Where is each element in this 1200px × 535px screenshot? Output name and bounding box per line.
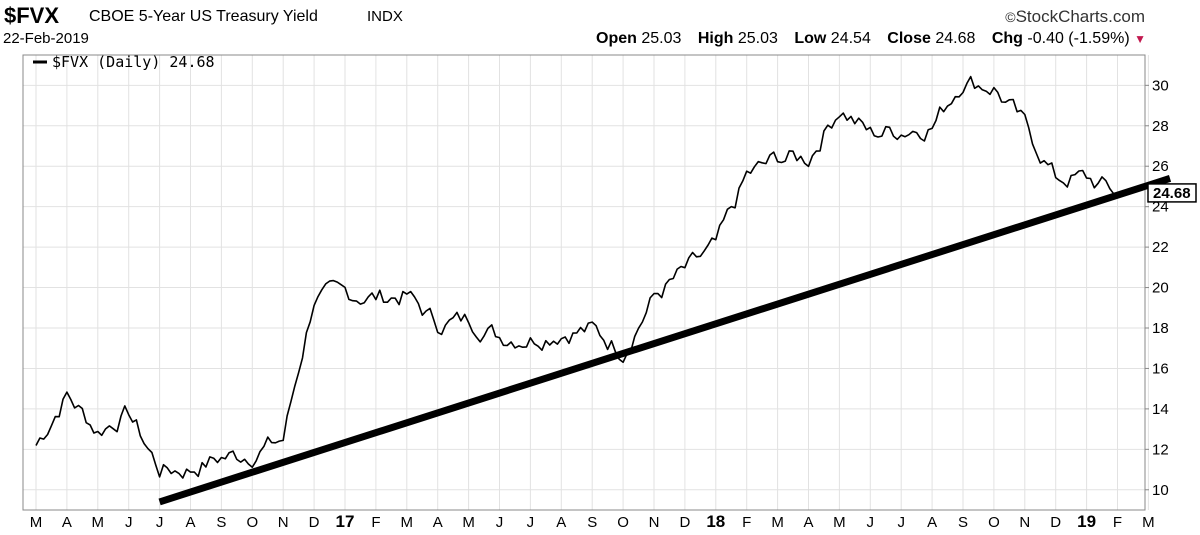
x-tick-label: J	[867, 514, 875, 531]
y-tick-label: 30	[1152, 77, 1169, 94]
low-label: Low	[794, 30, 827, 47]
last-value-box	[1147, 183, 1197, 203]
legend-label: $FVX (Daily) 24.68	[52, 53, 215, 71]
y-axis-ticks: 10 12 14 16 18 20 22 24 26 28 30	[1145, 77, 1169, 499]
x-tick-label: 18	[706, 512, 725, 531]
last-value-label: 24.68	[1153, 185, 1191, 202]
y-tick-label: 20	[1152, 280, 1169, 297]
y-tick-label: 26	[1152, 158, 1169, 175]
x-tick-label: A	[556, 514, 566, 531]
x-tick-label: O	[988, 514, 1000, 531]
copyright-icon: ©	[1005, 9, 1016, 25]
x-tick-label: O	[246, 514, 258, 531]
x-tick-label: A	[927, 514, 937, 531]
x-tick-label: D	[1050, 514, 1061, 531]
x-tick-label: J	[527, 514, 535, 531]
x-tick-label: M	[462, 514, 475, 531]
x-tick-label: N	[1019, 514, 1030, 531]
x-tick-label: N	[649, 514, 660, 531]
y-tick-label: 16	[1152, 360, 1169, 377]
series-layer	[35, 75, 1118, 479]
high-label: High	[697, 30, 734, 47]
y-tick-label: 14	[1152, 401, 1169, 418]
legend: $FVX (Daily) 24.68	[33, 53, 215, 71]
x-tick-label: A	[62, 514, 72, 531]
brand-name: StockCharts.com	[1015, 7, 1145, 26]
high-value: 25.03	[737, 30, 778, 47]
y-tick-label: 10	[1152, 482, 1169, 499]
ticker-symbol: $FVX	[4, 3, 60, 28]
x-tick-label: J	[156, 514, 164, 531]
ohlc-summary: Open 25.03 High 25.03 Low 24.54 Close 24…	[596, 30, 1146, 48]
x-tick-label: A	[803, 514, 813, 531]
close-label: Close	[887, 30, 931, 47]
x-tick-label: M	[771, 514, 784, 531]
x-tick-label: S	[958, 514, 968, 531]
ticker-description: CBOE 5-Year US Treasury Yield	[89, 8, 318, 25]
plot-frame	[22, 54, 1146, 511]
brand-logo: ©StockCharts.com	[1005, 7, 1145, 27]
x-tick-label: M	[30, 514, 43, 531]
x-tick-label: M	[401, 514, 414, 531]
trend-line	[158, 175, 1172, 506]
x-tick-label: F	[1113, 514, 1122, 531]
x-tick-label: 19	[1077, 512, 1096, 531]
x-tick-label: M	[833, 514, 846, 531]
last-value-tag: 24.68	[1147, 183, 1197, 203]
x-tick-label: M	[92, 514, 105, 531]
x-axis-ticks: M A M J J A S O N D 17 F M A M J J A S O N D 18 F M A M J J A S O N D 19 F M	[30, 512, 1155, 531]
y-tick-label: 28	[1152, 118, 1169, 135]
trendline-layer	[158, 175, 1172, 506]
x-tick-label: F	[371, 514, 380, 531]
chg-label: Chg	[991, 30, 1023, 47]
close-value: 24.68	[935, 30, 976, 47]
open-label: Open	[596, 30, 637, 47]
chg-value: -0.40 (-1.59%)	[1027, 30, 1130, 47]
x-tick-label: S	[587, 514, 597, 531]
x-tick-label: A	[185, 514, 195, 531]
y-tick-label: 12	[1152, 441, 1169, 458]
grid-lines	[23, 55, 1149, 510]
y-tick-label: 22	[1152, 239, 1169, 256]
y-tick-label: 24	[1152, 199, 1169, 216]
x-tick-label: O	[617, 514, 629, 531]
x-tick-label: 17	[336, 512, 355, 531]
x-tick-label: D	[679, 514, 690, 531]
open-value: 25.03	[641, 30, 682, 47]
x-tick-label: J	[496, 514, 504, 531]
x-tick-label: S	[216, 514, 226, 531]
low-value: 24.54	[830, 30, 871, 47]
x-tick-label: M	[1142, 514, 1155, 531]
down-triangle-icon: ▼	[1134, 32, 1146, 46]
exchange-label: INDX	[367, 8, 403, 25]
x-tick-label: J	[125, 514, 133, 531]
chart-header: $FVX CBOE 5-Year US Treasury Yield INDX …	[0, 0, 1200, 52]
x-tick-label: J	[897, 514, 905, 531]
y-tick-label: 18	[1152, 320, 1169, 337]
x-tick-label: N	[278, 514, 289, 531]
chart-date: 22-Feb-2019	[3, 30, 89, 47]
fvx-series-line	[35, 75, 1118, 479]
x-tick-label: A	[433, 514, 443, 531]
x-tick-label: D	[309, 514, 320, 531]
x-tick-label: F	[742, 514, 751, 531]
